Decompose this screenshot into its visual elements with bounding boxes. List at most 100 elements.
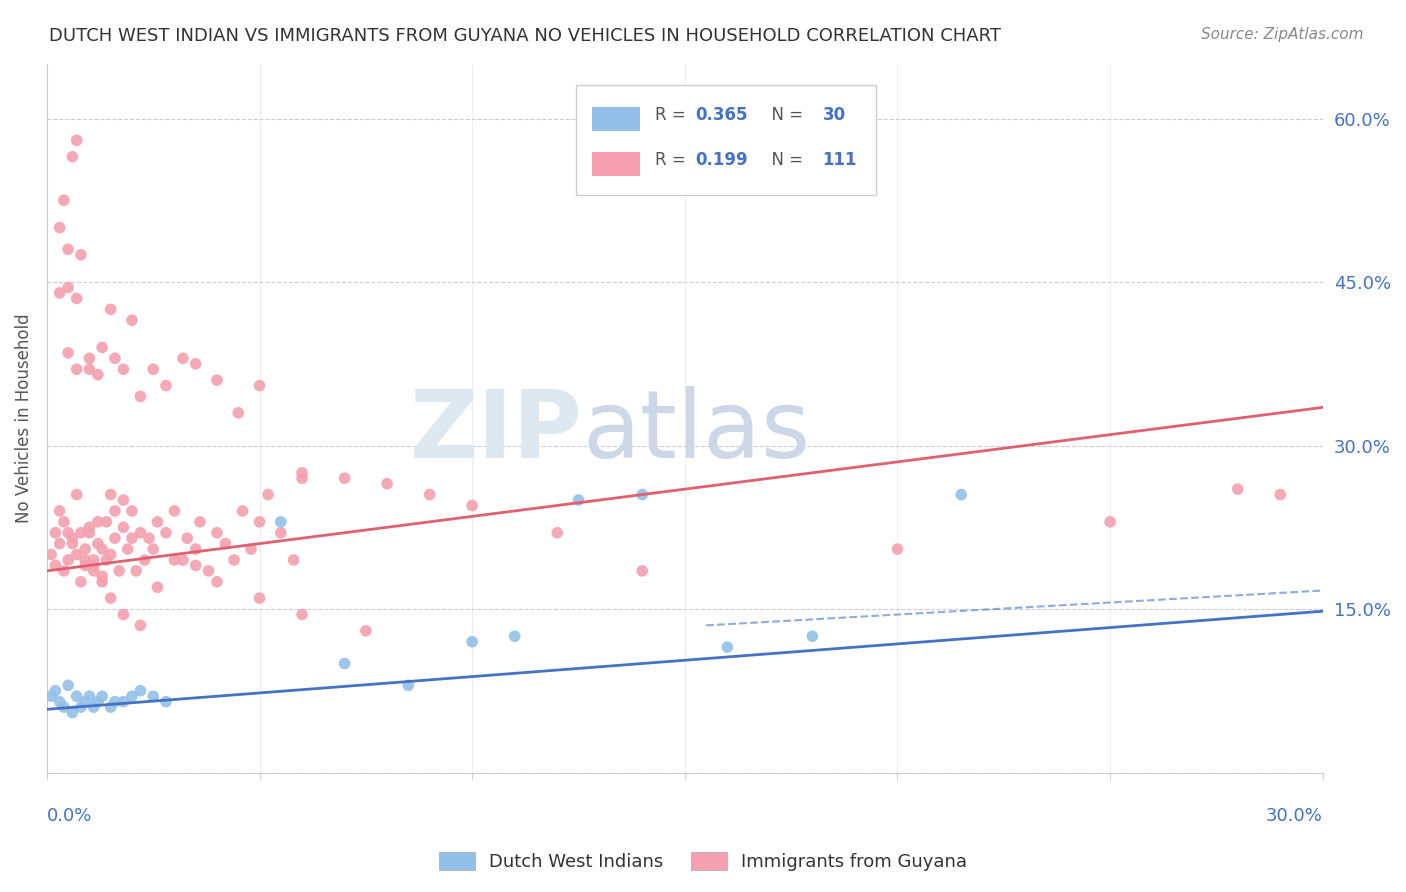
Point: [112, 493, 135, 508]
Point: [205, 525, 228, 540]
Point: [231, 504, 253, 518]
Point: [222, 553, 245, 567]
Text: R =: R =: [655, 151, 692, 169]
Point: [121, 504, 143, 518]
Point: [291, 607, 314, 622]
Text: atlas: atlas: [582, 386, 811, 478]
FancyBboxPatch shape: [576, 86, 876, 195]
Text: 30.0%: 30.0%: [1265, 806, 1323, 824]
Point: [138, 531, 160, 545]
Point: [75, 542, 97, 557]
Point: [226, 406, 249, 420]
Point: [129, 525, 152, 540]
Point: [48, 285, 70, 300]
Point: [44, 683, 66, 698]
Text: N =: N =: [762, 106, 808, 124]
Point: [205, 373, 228, 387]
Point: [155, 695, 177, 709]
Point: [1270, 487, 1292, 501]
Point: [100, 591, 122, 606]
Point: [75, 553, 97, 567]
Point: [56, 346, 79, 360]
Point: [270, 515, 292, 529]
Point: [100, 548, 122, 562]
Point: [44, 558, 66, 573]
Point: [48, 536, 70, 550]
Point: [129, 389, 152, 403]
Point: [104, 695, 127, 709]
Point: [801, 629, 824, 643]
Point: [104, 531, 127, 545]
Point: [87, 536, 110, 550]
Point: [48, 695, 70, 709]
Point: [108, 564, 131, 578]
Text: Source: ZipAtlas.com: Source: ZipAtlas.com: [1201, 27, 1364, 42]
Point: [214, 536, 236, 550]
Point: [163, 504, 186, 518]
Point: [70, 525, 93, 540]
Point: [112, 520, 135, 534]
Text: ZIP: ZIP: [411, 386, 582, 478]
Point: [56, 678, 79, 692]
Point: [56, 243, 79, 257]
Point: [70, 574, 93, 589]
Point: [75, 695, 97, 709]
Point: [291, 466, 314, 480]
Point: [52, 700, 75, 714]
Point: [716, 640, 738, 655]
Point: [121, 531, 143, 545]
Point: [249, 378, 271, 392]
Point: [631, 564, 654, 578]
Point: [172, 351, 194, 366]
Point: [184, 357, 207, 371]
Legend: Dutch West Indians, Immigrants from Guyana: Dutch West Indians, Immigrants from Guya…: [432, 845, 974, 879]
Point: [461, 634, 484, 648]
Point: [146, 515, 169, 529]
Point: [112, 695, 135, 709]
Point: [100, 487, 122, 501]
Point: [567, 493, 589, 508]
Point: [39, 690, 62, 704]
Point: [70, 700, 93, 714]
Point: [503, 629, 526, 643]
Point: [91, 690, 114, 704]
Point: [240, 542, 263, 557]
Point: [172, 553, 194, 567]
Text: 0.199: 0.199: [695, 151, 748, 169]
Point: [48, 504, 70, 518]
Point: [83, 700, 105, 714]
Point: [142, 542, 165, 557]
Point: [60, 531, 83, 545]
Point: [104, 504, 127, 518]
Point: [146, 580, 169, 594]
Point: [60, 706, 83, 720]
Point: [461, 499, 484, 513]
FancyBboxPatch shape: [592, 152, 640, 176]
Point: [83, 564, 105, 578]
Point: [249, 515, 271, 529]
Point: [134, 553, 156, 567]
Point: [112, 362, 135, 376]
Point: [56, 280, 79, 294]
Point: [176, 531, 198, 545]
Point: [112, 607, 135, 622]
Text: R =: R =: [655, 106, 692, 124]
Point: [52, 194, 75, 208]
Point: [96, 515, 118, 529]
Point: [60, 536, 83, 550]
Y-axis label: No Vehicles in Household: No Vehicles in Household: [15, 313, 32, 523]
Point: [257, 487, 280, 501]
Point: [184, 542, 207, 557]
Point: [354, 624, 377, 638]
Point: [155, 525, 177, 540]
Point: [91, 341, 114, 355]
Point: [184, 558, 207, 573]
Point: [83, 558, 105, 573]
Point: [950, 487, 973, 501]
Point: [79, 520, 101, 534]
Point: [117, 542, 139, 557]
Point: [419, 487, 441, 501]
Point: [205, 574, 228, 589]
Point: [79, 362, 101, 376]
Point: [66, 292, 89, 306]
